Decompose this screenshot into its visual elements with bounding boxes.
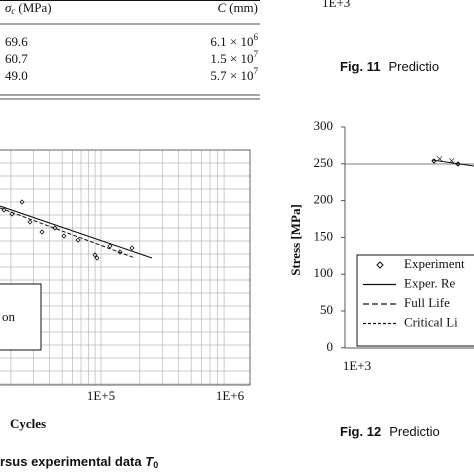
point [129,245,135,251]
cell-sigma: 49.0 [5,68,28,83]
cell-c: 5.7 × 107 [210,66,258,83]
legend-box [0,283,42,351]
point [52,225,58,231]
c-mantissa: 6.1 × 10 [210,34,253,49]
y-tick-label: 0 [327,339,334,354]
y-tick-label: 200 [314,192,334,207]
cell-sigma: 60.7 [5,51,28,66]
point [19,199,25,205]
point [9,211,15,217]
header-sigma: σc (MPa) [5,0,52,16]
y-tick-label: 150 [314,228,334,243]
c-exponent: 7 [254,49,259,59]
x-tick-label: 1E+3 [343,358,371,373]
point: × [436,151,443,166]
y-tick-label: 100 [314,265,334,280]
caption: rsus experimental data T0 [0,454,158,470]
prediction-line [0,207,136,259]
point [1,207,7,213]
legend-label: Experiment [404,256,465,271]
point [75,237,81,243]
point [107,243,113,249]
x-tick-label: 1E+3 [322,0,350,10]
legend-label: Exper. Re [404,275,455,290]
x-tick-label: 1E+6 [216,388,245,403]
y-tick-label: 50 [320,302,333,317]
caption: Fig. 12 Predictio [340,424,440,439]
legend-symbol [376,261,384,269]
x-tick-label: 1E+5 [87,388,115,403]
point: × [448,153,455,168]
cell-c: 1.5 × 107 [210,49,258,66]
c-exponent: 7 [254,66,259,76]
legend-label: Full Life [404,295,450,310]
c-mantissa: 5.7 × 10 [210,68,253,83]
y-axis-label: Stress [MPa] [288,204,303,276]
plot-frame [0,149,251,386]
y-tick-label: 300 [314,118,334,133]
cell-sigma: 69.6 [5,34,28,49]
legend-box [356,254,474,347]
fit-line [431,159,474,167]
point [92,252,98,258]
point [27,219,33,225]
regression-line [0,205,153,259]
point [117,249,123,255]
legend-label: on [2,309,16,324]
caption: Fig. 11 Predictio [340,59,439,74]
data-points: × × [431,151,474,168]
cell-c: 6.1 × 106 [210,32,258,49]
point [39,229,45,235]
c-mantissa: 1.5 × 10 [210,51,253,66]
point [61,233,67,239]
header-c: C (mm) [217,0,258,15]
point [94,255,100,261]
y-tick-label: 250 [314,155,334,170]
c-exponent: 6 [254,32,259,42]
legend-label: Critical Li [404,314,458,329]
x-axis-label: Cycles [10,416,46,431]
